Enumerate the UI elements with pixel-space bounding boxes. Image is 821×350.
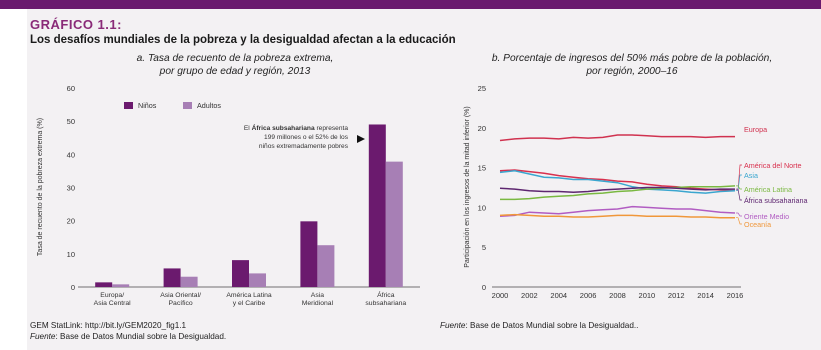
- chart-a-y-tick-label: 10: [67, 250, 75, 259]
- legend-swatch-adultos: [183, 102, 192, 109]
- footer-left: GEM StatLink: http://bit.ly/GEM2020_fig1…: [30, 320, 226, 342]
- chart-a-y-tick-label: 40: [67, 150, 75, 159]
- legend-label-ninos: Niños: [138, 101, 157, 110]
- statlink: GEM StatLink: http://bit.ly/GEM2020_fig1…: [30, 321, 187, 330]
- chart-b-line-america-del-norte: [499, 169, 736, 192]
- chart-b-x-tick-label: 2008: [609, 291, 626, 300]
- chart-a-bar-ninos: [95, 282, 113, 287]
- legend-label-adultos: Adultos: [197, 101, 221, 110]
- figure-panel: [27, 9, 821, 350]
- chart-a-x-tick-label: Europa/: [100, 292, 124, 299]
- chart-a-y-tick-label: 50: [67, 117, 75, 126]
- chart-b-series-label-oriente-medio: Oriente Medio: [744, 212, 789, 221]
- chart-a-x-tick-label: América Latina: [226, 292, 272, 299]
- chart-b-y-tick-label: 20: [478, 124, 486, 133]
- chart-a-y-tick-label: 0: [71, 283, 75, 292]
- chart-b-x-tick-label: 2004: [550, 291, 567, 300]
- chart-b-line-europa: [499, 134, 735, 142]
- chart-a-bar-ninos: [163, 268, 181, 287]
- legend-swatch-ninos: [124, 102, 133, 109]
- chart-b-x-tick-label: 2002: [521, 291, 538, 300]
- chart-b-y-tick-label: 0: [482, 283, 486, 292]
- chart-a-annotation-line2: 199 millones o el 52% de los: [264, 134, 349, 141]
- chart-b-subtitle-line1: b. Porcentaje de ingresos del 50% más po…: [491, 53, 773, 64]
- chart-a-x-tick-label: Meridional: [302, 300, 334, 307]
- chart-a-x-tick-label: Pacífico: [169, 300, 193, 307]
- chart-a-bar-adultos: [317, 245, 335, 287]
- chart-a-y-tick-label: 30: [67, 184, 75, 193]
- footer-right: Fuente: Base de Datos Mundial sobre la D…: [440, 320, 638, 331]
- chart-b-series-label-oceania: Oceanía: [744, 220, 771, 229]
- source-b-text: : Base de Datos Mundial sobre la Desigua…: [465, 321, 639, 330]
- source-b-label: Fuente: [440, 321, 466, 330]
- chart-a-annotation-line1: El África subsahariana representa: [244, 123, 348, 132]
- chart-a-x-tick-label: y el Caribe: [233, 300, 266, 307]
- chart-b-x-tick-label: 2000: [492, 291, 509, 300]
- chart-b-y-tick-label: 25: [478, 84, 486, 93]
- chart-a-x-tick-label: subsahariana: [365, 300, 406, 307]
- figure-title: Los desafíos mundiales de la pobreza y l…: [30, 34, 456, 46]
- chart-b-y-axis-label: Participación en los ingresos de la mita…: [464, 106, 471, 267]
- chart-b-leader-oriente-medio: [736, 212, 742, 217]
- chart-a-y-axis-label: Tasa de recuento de la pobreza extrema (…: [37, 118, 44, 256]
- chart-a-subtitle-line1: a. Tasa de recuento de la pobreza extrem…: [136, 53, 334, 64]
- chart-b-leader-asia: [736, 174, 742, 192]
- chart-a-annotation-line3: niños extremadamente pobres: [259, 143, 349, 150]
- annotation-post: representa: [315, 125, 349, 132]
- chart-a-x-tick-label: África: [377, 290, 395, 299]
- chart-b-subtitle: b. Porcentaje de ingresos del 50% más po…: [452, 52, 812, 78]
- chart-a-y-tick-label: 60: [67, 84, 75, 93]
- chart-b-leader-oceania: [736, 217, 742, 225]
- chart-b-subtitle-line2: por región, 2000–16: [586, 66, 678, 77]
- chart-a-x-tick-label: Asia: [311, 292, 324, 299]
- chart-a-bar-adultos: [112, 284, 130, 287]
- chart-b-y-tick-label: 15: [478, 164, 486, 173]
- chart-b-line-oceania: [499, 213, 735, 219]
- chart-a-y-tick-label: 20: [67, 217, 75, 226]
- source-b: Fuente: Base de Datos Mundial sobre la D…: [440, 320, 638, 331]
- chart-b-y-tick-label: 10: [478, 203, 486, 212]
- chart-a-subtitle: a. Tasa de recuento de la pobreza extrem…: [80, 52, 390, 78]
- source-a-label: Fuente: [30, 332, 56, 341]
- chart-b-series-label-america-latina: América Latina: [744, 185, 792, 194]
- chart-a-x-tick-label: Asia Central: [94, 300, 132, 307]
- chart-a-bar-adultos: [385, 161, 403, 287]
- chart-a-subtitle-line2: por grupo de edad y región, 2013: [159, 66, 311, 77]
- annotation-arrow-icon: [357, 135, 365, 143]
- chart-a-bar-adultos: [249, 273, 266, 287]
- chart-b-series-label-europa: Europa: [744, 125, 767, 134]
- annotation-pre: El: [244, 125, 252, 132]
- chart-b-y-tick-label: 5: [482, 243, 486, 252]
- top-accent-bar: [0, 0, 821, 9]
- chart-a-bar-ninos: [232, 260, 249, 287]
- annotation-bold: África subsahariana: [252, 123, 315, 132]
- chart-b-leader-africa-subsahariana: [736, 188, 742, 201]
- chart-a-x-tick-label: Asia Oriental/: [160, 292, 201, 299]
- chart-b-series-label-america-del-norte: América del Norte: [744, 161, 802, 170]
- chart-b-line-america-latina: [500, 185, 736, 201]
- chart-b-x-tick-label: 2012: [668, 291, 685, 300]
- chart-b-line-africa-subsahariana: [499, 186, 735, 194]
- chart-b-leader-america-latina: [736, 185, 742, 190]
- chart-b-x-tick-label: 2006: [580, 291, 597, 300]
- chart-b-line-asia: [499, 170, 736, 194]
- chart-a-bar-ninos: [368, 124, 386, 287]
- chart-b-x-tick-label: 2010: [639, 291, 656, 300]
- chart-b-x-tick-label: 2016: [727, 291, 744, 300]
- chart-a-bar-ninos: [300, 221, 318, 287]
- chart-b-series-label-africa-subsahariana: África subsahariana: [744, 196, 808, 205]
- chart-b-line-oriente-medio: [499, 205, 736, 217]
- source-a-text: : Base de Datos Mundial sobre la Desigua…: [55, 332, 227, 341]
- source-a: Fuente: Base de Datos Mundial sobre la D…: [30, 331, 226, 342]
- figure-label: GRÁFICO 1.1:: [30, 17, 122, 32]
- chart-b-series-label-asia: Asia: [744, 171, 758, 180]
- chart-a-bar-adultos: [180, 276, 198, 287]
- chart-b-x-tick-label: 2014: [697, 291, 714, 300]
